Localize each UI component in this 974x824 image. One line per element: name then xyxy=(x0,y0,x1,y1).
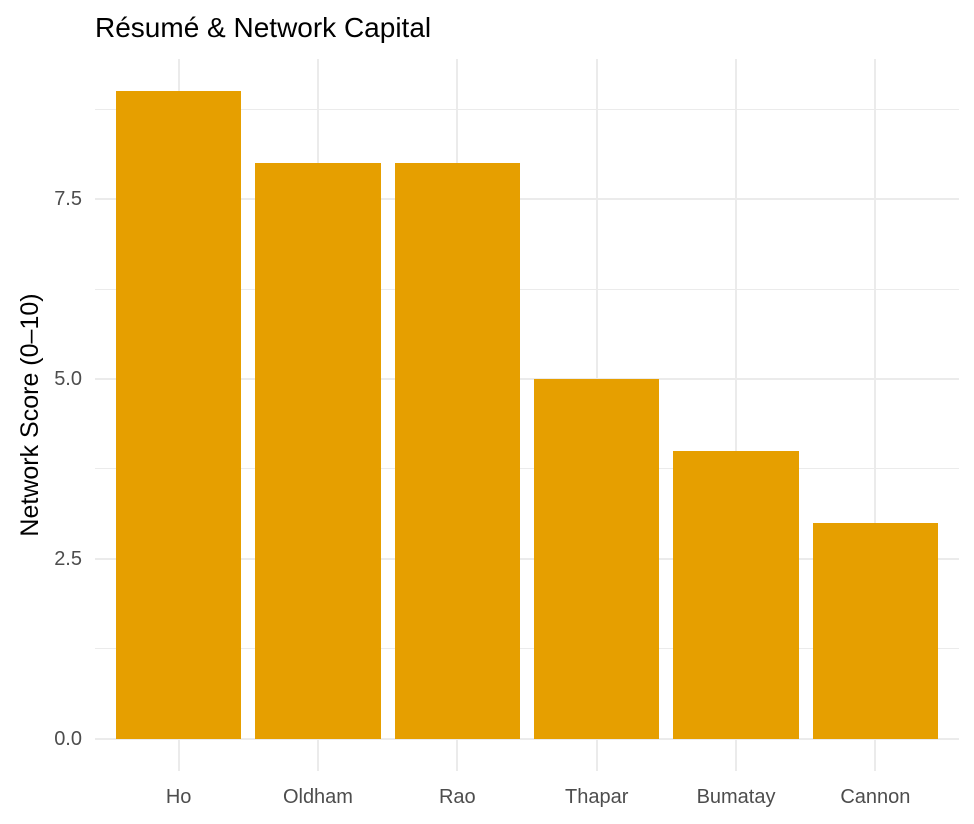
plot-panel xyxy=(95,59,959,771)
bar-cannon xyxy=(812,522,939,739)
y-tick-label: 2.5 xyxy=(54,547,82,570)
bar-thapar xyxy=(533,379,660,739)
gridline-minor-horizontal xyxy=(95,648,959,650)
x-tick-label: Cannon xyxy=(840,786,911,808)
gridline-major-horizontal xyxy=(95,378,959,381)
gridline-minor-horizontal xyxy=(95,468,959,470)
gridline-major-vertical xyxy=(874,59,877,771)
gridline-major-horizontal xyxy=(95,737,959,740)
y-tick-label: 5.0 xyxy=(54,368,82,391)
x-tick-label: Rao xyxy=(438,786,476,808)
x-tick-label: Ho xyxy=(165,786,192,808)
chart-title: Résumé & Network Capital xyxy=(95,12,432,43)
y-axis-title-text: Network Score (0–10) xyxy=(16,293,44,537)
x-tick-label: Thapar xyxy=(564,786,629,808)
bar-rao xyxy=(394,163,521,739)
gridline-major-horizontal xyxy=(95,557,959,560)
bar-bumatay xyxy=(673,450,799,739)
y-tick-label: 7.5 xyxy=(54,188,82,211)
bar-oldham xyxy=(255,163,381,739)
x-tick-label: Bumatay xyxy=(696,786,776,808)
x-tick-label: Oldham xyxy=(282,786,353,808)
gridline-minor-horizontal xyxy=(95,108,959,110)
gridline-major-vertical xyxy=(735,59,738,771)
y-tick-label: 0.0 xyxy=(54,727,82,750)
gridline-minor-horizontal xyxy=(95,288,959,290)
gridline-major-horizontal xyxy=(95,198,959,201)
bar-ho xyxy=(115,91,242,739)
